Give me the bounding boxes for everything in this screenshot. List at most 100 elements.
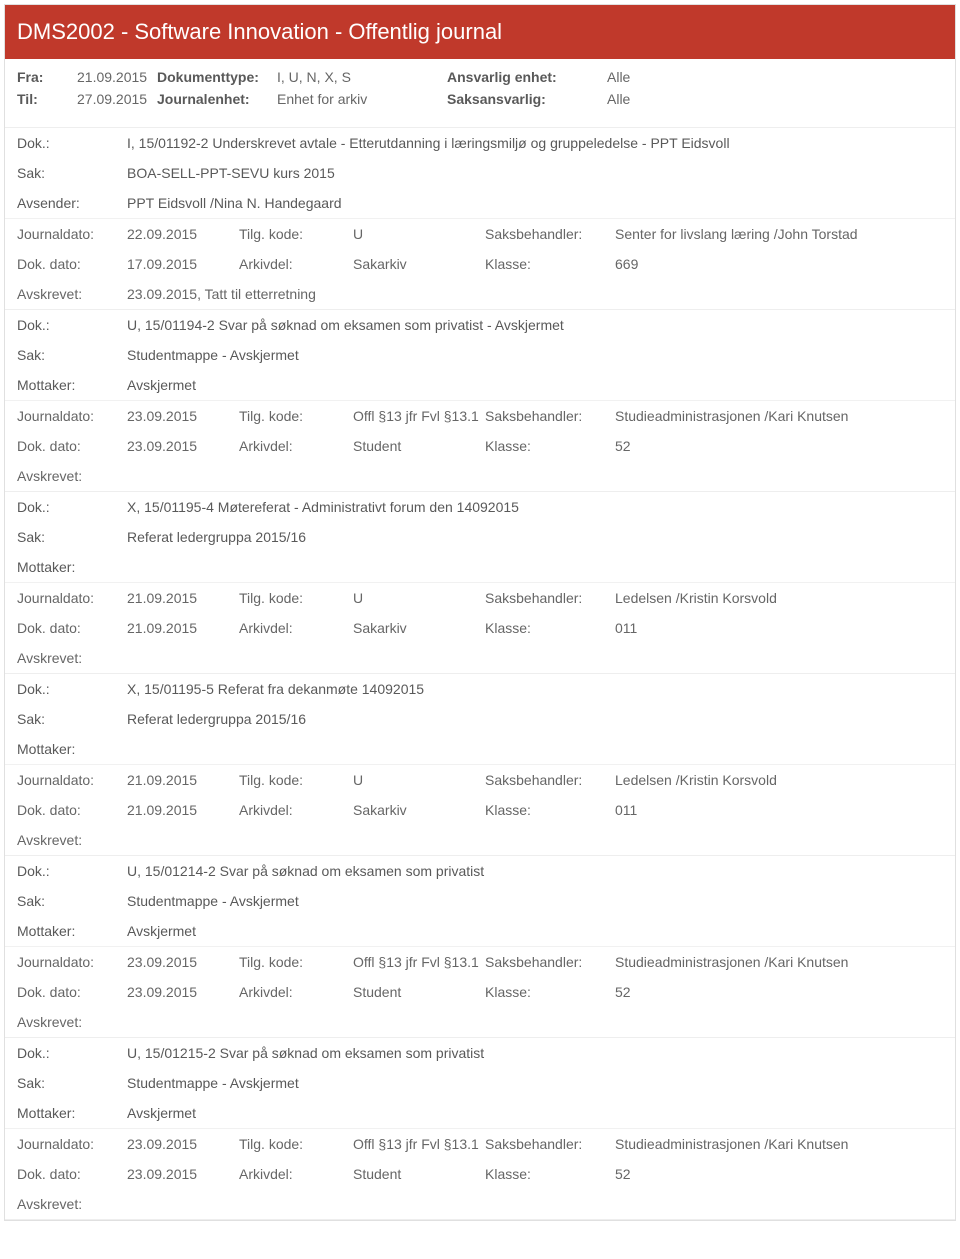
fra-value: 21.09.2015: [77, 69, 147, 85]
dokdato-label: Dok. dato:: [17, 1166, 127, 1182]
journaldato-label: Journaldato:: [17, 1136, 127, 1152]
klasse-label: Klasse:: [485, 256, 615, 272]
dok-label: Dok.:: [17, 135, 127, 151]
journaldato-label: Journaldato:: [17, 954, 127, 970]
dokdato-label: Dok. dato:: [17, 802, 127, 818]
ansvarlig-value: Alle: [607, 69, 630, 85]
dok-value: I, 15/01192-2 Underskrevet avtale - Ette…: [127, 135, 943, 151]
journaldato-label: Journaldato:: [17, 408, 127, 424]
journal-entry: Dok.: U, 15/01194-2 Svar på søknad om ek…: [5, 310, 955, 492]
avskrevet-label: Avskrevet:: [17, 832, 127, 848]
sak-label: Sak:: [17, 529, 127, 545]
dok-label: Dok.:: [17, 863, 127, 879]
avskrevet-value: 23.09.2015, Tatt til etterretning: [127, 286, 943, 302]
party-label: Mottaker:: [17, 377, 127, 393]
saksbehandler-label: Saksbehandler:: [485, 954, 615, 970]
arkivdel-value: Sakarkiv: [353, 256, 485, 272]
party-value: Avskjermet: [127, 1105, 943, 1121]
journal-page: DMS2002 - Software Innovation - Offentli…: [4, 4, 956, 1221]
klasse-value: 669: [615, 256, 943, 272]
dok-value: X, 15/01195-5 Referat fra dekanmøte 1409…: [127, 681, 943, 697]
saksbehandler-label: Saksbehandler:: [485, 590, 615, 606]
dokdato-value: 17.09.2015: [127, 256, 239, 272]
dok-label: Dok.:: [17, 681, 127, 697]
saksbehandler-value: Studieadministrasjonen /Kari Knutsen: [615, 408, 943, 424]
klasse-label: Klasse:: [485, 620, 615, 636]
klasse-label: Klasse:: [485, 802, 615, 818]
saksansvarlig-label: Saksansvarlig:: [447, 91, 546, 107]
arkivdel-value: Student: [353, 438, 485, 454]
tilgkode-value: Offl §13 jfr Fvl §13.1: [353, 954, 485, 970]
arkivdel-label: Arkivdel:: [239, 984, 353, 1000]
sak-value: Studentmappe - Avskjermet: [127, 347, 943, 363]
journalenhet-value: Enhet for arkiv: [277, 91, 367, 107]
party-value: PPT Eidsvoll /Nina N. Handegaard: [127, 195, 943, 211]
tilgkode-value: U: [353, 226, 485, 242]
entries-list: Dok.: I, 15/01192-2 Underskrevet avtale …: [5, 128, 955, 1220]
til-label: Til:: [17, 91, 77, 107]
journal-entry: Dok.: X, 15/01195-5 Referat fra dekanmøt…: [5, 674, 955, 856]
til-value: 27.09.2015: [77, 91, 147, 107]
arkivdel-value: Student: [353, 984, 485, 1000]
sak-label: Sak:: [17, 893, 127, 909]
avskrevet-label: Avskrevet:: [17, 286, 127, 302]
journaldato-label: Journaldato:: [17, 226, 127, 242]
arkivdel-label: Arkivdel:: [239, 256, 353, 272]
tilgkode-value: U: [353, 772, 485, 788]
dokumenttype-value: I, U, N, X, S: [277, 69, 351, 85]
avskrevet-label: Avskrevet:: [17, 650, 127, 666]
party-label: Avsender:: [17, 195, 127, 211]
sak-label: Sak:: [17, 1075, 127, 1091]
page-header: DMS2002 - Software Innovation - Offentli…: [5, 5, 955, 59]
saksbehandler-value: Studieadministrasjonen /Kari Knutsen: [615, 954, 943, 970]
klasse-label: Klasse:: [485, 438, 615, 454]
arkivdel-value: Student: [353, 1166, 485, 1182]
tilgkode-label: Tilg. kode:: [239, 772, 353, 788]
saksbehandler-label: Saksbehandler:: [485, 408, 615, 424]
sak-label: Sak:: [17, 347, 127, 363]
dok-label: Dok.:: [17, 1045, 127, 1061]
klasse-label: Klasse:: [485, 984, 615, 1000]
arkivdel-label: Arkivdel:: [239, 620, 353, 636]
arkivdel-label: Arkivdel:: [239, 1166, 353, 1182]
klasse-value: 011: [615, 620, 943, 636]
party-label: Mottaker:: [17, 741, 127, 757]
journaldato-value: 22.09.2015: [127, 226, 239, 242]
sak-label: Sak:: [17, 165, 127, 181]
dokdato-label: Dok. dato:: [17, 256, 127, 272]
dokdato-value: 23.09.2015: [127, 438, 239, 454]
party-value: Avskjermet: [127, 923, 943, 939]
ansvarlig-label: Ansvarlig enhet:: [447, 69, 557, 85]
sak-value: Referat ledergruppa 2015/16: [127, 711, 943, 727]
journaldato-value: 23.09.2015: [127, 954, 239, 970]
tilgkode-label: Tilg. kode:: [239, 226, 353, 242]
journaldato-value: 21.09.2015: [127, 590, 239, 606]
tilgkode-label: Tilg. kode:: [239, 1136, 353, 1152]
arkivdel-value: Sakarkiv: [353, 802, 485, 818]
avskrevet-label: Avskrevet:: [17, 1196, 127, 1212]
dok-label: Dok.:: [17, 499, 127, 515]
journal-entry: Dok.: U, 15/01214-2 Svar på søknad om ek…: [5, 856, 955, 1038]
saksbehandler-value: Senter for livslang læring /John Torstad: [615, 226, 943, 242]
party-label: Mottaker:: [17, 923, 127, 939]
saksbehandler-value: Ledelsen /Kristin Korsvold: [615, 590, 943, 606]
dokdato-label: Dok. dato:: [17, 620, 127, 636]
party-label: Mottaker:: [17, 1105, 127, 1121]
klasse-value: 011: [615, 802, 943, 818]
saksansvarlig-value: Alle: [607, 91, 630, 107]
dok-value: U, 15/01215-2 Svar på søknad om eksamen …: [127, 1045, 943, 1061]
sak-label: Sak:: [17, 711, 127, 727]
klasse-value: 52: [615, 1166, 943, 1182]
filter-bar: Fra: 21.09.2015 Til: 27.09.2015 Dokument…: [5, 59, 955, 128]
klasse-value: 52: [615, 438, 943, 454]
journal-entry: Dok.: U, 15/01215-2 Svar på søknad om ek…: [5, 1038, 955, 1220]
page-title: DMS2002 - Software Innovation - Offentli…: [17, 19, 943, 45]
party-value: Avskjermet: [127, 377, 943, 393]
tilgkode-label: Tilg. kode:: [239, 590, 353, 606]
saksbehandler-label: Saksbehandler:: [485, 772, 615, 788]
dok-value: U, 15/01214-2 Svar på søknad om eksamen …: [127, 863, 943, 879]
arkivdel-label: Arkivdel:: [239, 438, 353, 454]
saksbehandler-value: Studieadministrasjonen /Kari Knutsen: [615, 1136, 943, 1152]
dokumenttype-label: Dokumenttype:: [157, 69, 277, 85]
arkivdel-value: Sakarkiv: [353, 620, 485, 636]
